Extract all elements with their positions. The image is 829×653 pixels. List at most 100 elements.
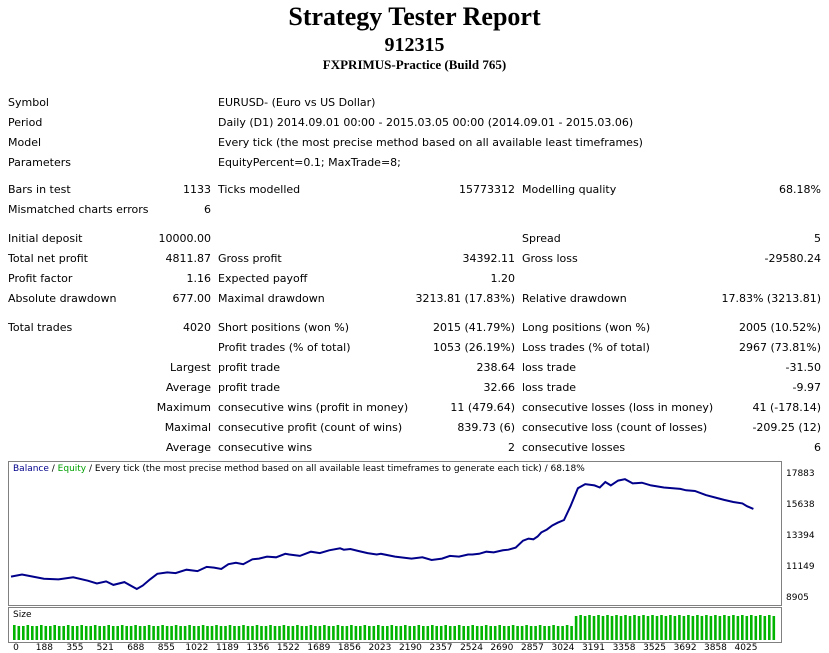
- size-bar: [772, 616, 776, 640]
- maximal-drawdown-label: Maximal drawdown: [218, 292, 325, 305]
- size-bar: [570, 626, 573, 640]
- size-bar: [350, 625, 353, 640]
- size-bar: [188, 625, 191, 640]
- average2-label: Average: [165, 441, 211, 454]
- size-bar: [413, 626, 416, 640]
- size-bar: [49, 626, 52, 640]
- size-bar: [165, 626, 169, 640]
- size-bar: [381, 626, 385, 640]
- absolute-drawdown-label: Absolute drawdown: [8, 292, 117, 305]
- size-bar: [296, 625, 299, 640]
- size-bar: [453, 626, 456, 640]
- size-bar: [502, 626, 506, 640]
- size-bar: [354, 626, 358, 640]
- size-bar: [417, 625, 421, 640]
- size-bar: [615, 615, 618, 640]
- period-value: Daily (D1) 2014.09.01 00:00 - 2015.03.05…: [218, 116, 634, 129]
- size-bar: [404, 625, 407, 640]
- size-bar: [723, 615, 726, 640]
- size-bar: [134, 625, 137, 640]
- size-bar: [372, 626, 376, 640]
- size-bar: [682, 616, 686, 640]
- size-bar: [390, 625, 394, 640]
- y-tick-label: 15638: [786, 500, 815, 510]
- size-bar: [219, 626, 223, 640]
- size-bar: [673, 616, 677, 640]
- size-bar: [619, 616, 623, 640]
- x-tick-label: 2857: [520, 643, 544, 653]
- x-tick-label: 355: [66, 643, 84, 653]
- x-tick-label: 2357: [429, 643, 453, 653]
- largest-profit-label: profit trade: [218, 361, 281, 374]
- size-bar: [624, 615, 627, 640]
- size-bar: [179, 626, 182, 640]
- size-bar: [687, 615, 690, 640]
- size-bar: [22, 626, 25, 640]
- size-bar: [273, 626, 277, 640]
- size-bar: [462, 626, 465, 640]
- largest-label: Largest: [170, 361, 211, 374]
- size-bar: [655, 616, 659, 640]
- size-bar: [592, 616, 596, 640]
- size-bar: [80, 625, 83, 640]
- long-positions-label: Long positions (won %): [522, 321, 651, 334]
- size-bar: [574, 616, 578, 640]
- size-bar: [610, 616, 614, 640]
- largest-loss-label: loss trade: [522, 361, 577, 374]
- chart-caption: Balance / Equity / Every tick (the most …: [13, 464, 585, 474]
- y-tick-label: 8905: [786, 593, 809, 603]
- size-bar: [62, 626, 65, 640]
- relative-drawdown-value: 17.83% (3213.81): [721, 292, 821, 305]
- size-bar: [31, 626, 34, 640]
- size-bar: [201, 625, 205, 640]
- size-bar: [147, 625, 151, 640]
- size-bar: [210, 626, 214, 640]
- size-bar: [197, 626, 200, 640]
- size-bar: [507, 626, 510, 640]
- size-bar: [696, 615, 699, 640]
- size-bar: [363, 625, 367, 640]
- size-bar: [84, 626, 88, 640]
- ticks-value: 15773312: [459, 183, 515, 196]
- x-tick-label: 521: [96, 643, 114, 653]
- size-bar: [431, 625, 434, 640]
- average-loss-value: -9.97: [792, 381, 821, 394]
- size-bar: [763, 616, 767, 640]
- size-bar: [336, 625, 340, 640]
- x-tick-label: 3692: [673, 643, 697, 653]
- size-bar: [745, 616, 749, 640]
- size-bar: [633, 615, 636, 640]
- maximal-label: Maximal: [164, 421, 211, 434]
- max-consecutive-wins-label: consecutive wins (profit in money): [218, 401, 409, 414]
- y-tick-label: 13394: [786, 531, 815, 541]
- mismatch-label: Mismatched charts errors: [8, 203, 149, 216]
- x-tick-label: 1189: [215, 643, 239, 653]
- x-tick-label: 1356: [246, 643, 270, 653]
- size-bar: [152, 626, 155, 640]
- size-bar: [660, 615, 663, 640]
- x-tick-label: 1856: [337, 643, 361, 653]
- size-bar: [732, 615, 735, 640]
- period-label: Period: [8, 116, 43, 129]
- x-tick-label: 4025: [734, 643, 758, 653]
- size-bar: [251, 626, 254, 640]
- model-label: Model: [8, 136, 42, 149]
- size-bar: [341, 626, 344, 640]
- x-tick-label: 1689: [307, 643, 331, 653]
- symbol-value: EURUSD- (Euro vs US Dollar): [218, 96, 376, 109]
- size-bar: [435, 626, 438, 640]
- size-bar: [457, 625, 461, 640]
- parameters-value: EquityPercent=0.1; MaxTrade=8;: [218, 156, 401, 169]
- size-bar: [102, 626, 106, 640]
- x-tick-label: 2690: [490, 643, 514, 653]
- max-consecutive-losses-label: consecutive losses (loss in money): [522, 401, 714, 414]
- average-label: Average: [165, 381, 211, 394]
- size-bar: [637, 616, 641, 640]
- size-bar: [583, 616, 587, 640]
- total-trades-value: 4020: [183, 321, 211, 334]
- initial-deposit-label: Initial deposit: [8, 232, 83, 245]
- size-chart: [13, 615, 776, 640]
- spread-value: 5: [814, 232, 821, 245]
- size-bar: [98, 626, 101, 640]
- profit-factor-label: Profit factor: [8, 272, 73, 285]
